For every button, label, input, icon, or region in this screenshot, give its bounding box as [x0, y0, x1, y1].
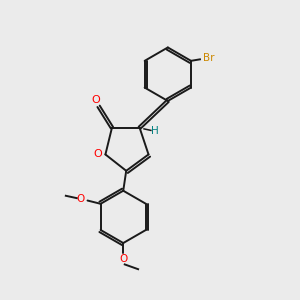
Text: H: H [151, 126, 159, 136]
Text: O: O [92, 95, 100, 105]
Text: O: O [119, 254, 128, 264]
Text: Br: Br [203, 53, 215, 63]
Text: O: O [94, 149, 102, 160]
Text: O: O [76, 194, 85, 204]
